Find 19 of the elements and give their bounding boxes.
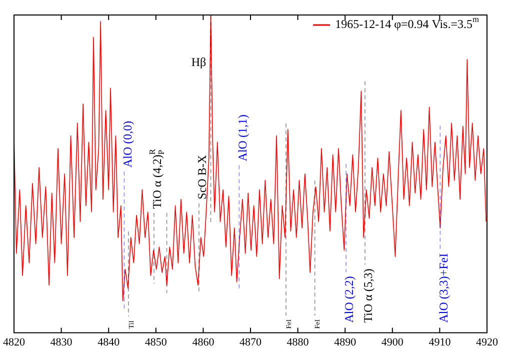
- ref-line-label: AlO (3,3)+FeI: [436, 253, 450, 323]
- ref-line-label: AlO (2,2): [342, 276, 356, 323]
- x-tick-label: 4840: [98, 336, 120, 348]
- x-tick-label: 4850: [144, 336, 168, 348]
- ref-line-label: ScO B-X: [195, 154, 210, 200]
- ref-line-label: AlO (1,1): [235, 114, 250, 162]
- ref-line-label: TiO α (4,2)RP: [148, 148, 166, 209]
- x-tick-label: 4830: [50, 336, 73, 348]
- x-tick-label: 4860: [192, 336, 215, 348]
- ref-line-label: AlO (0,0): [120, 120, 134, 168]
- ref-line-label: TiO α (5,3): [361, 268, 376, 323]
- x-tick-label: 4920: [476, 336, 498, 348]
- x-tick-label: 4880: [286, 336, 310, 348]
- x-tick-label: 4900: [381, 336, 404, 348]
- x-tick-label: 4820: [3, 336, 26, 348]
- x-tick-label: 4870: [240, 336, 262, 348]
- ref-line-label: Hβ: [191, 55, 206, 70]
- x-tick-label: 4890: [334, 336, 357, 348]
- x-tick-label: 4910: [428, 336, 452, 348]
